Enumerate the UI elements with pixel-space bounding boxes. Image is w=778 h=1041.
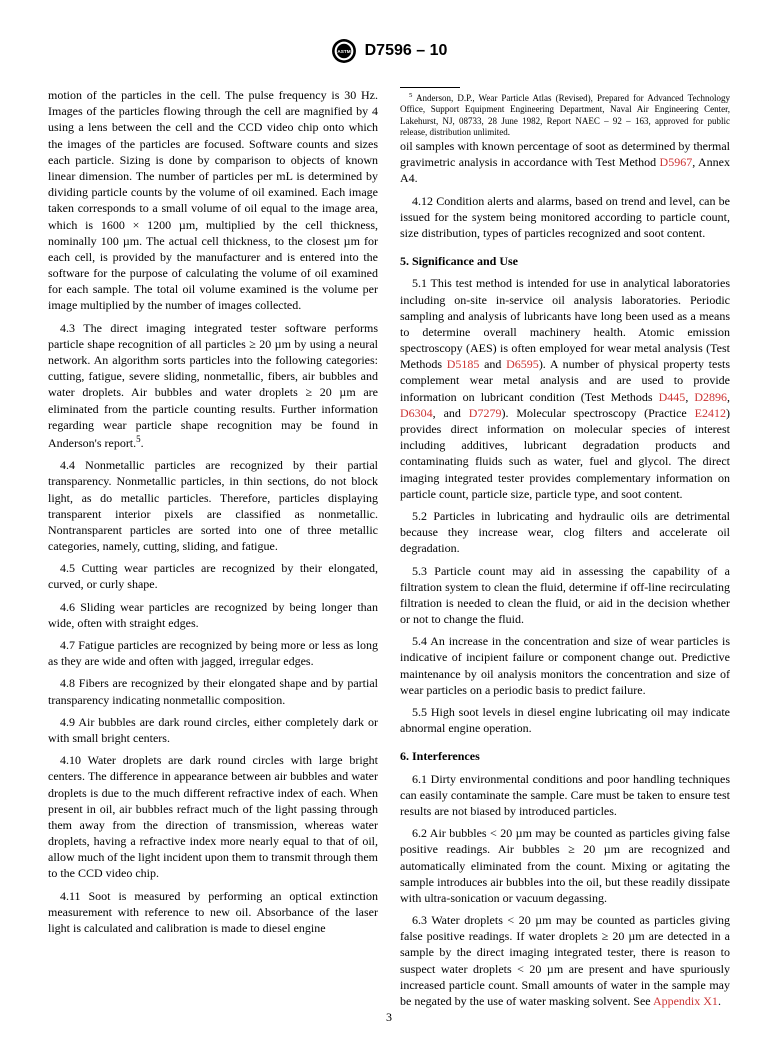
para-4-2-cont: motion of the particles in the cell. The… — [48, 87, 378, 314]
body-columns: motion of the particles in the cell. The… — [48, 87, 730, 1009]
link-d2896[interactable]: D2896 — [694, 390, 727, 404]
p51-e: , — [727, 390, 730, 404]
para-4-7: 4.7 Fatigue particles are recognized by … — [48, 637, 378, 669]
svg-text:ASTM: ASTM — [337, 49, 350, 54]
p51-h: ) provides direct information on molecul… — [400, 406, 730, 501]
p63-b: . — [718, 994, 721, 1008]
p51-d: , — [685, 390, 694, 404]
para-4-3: 4.3 The direct imaging integrated tester… — [48, 320, 378, 452]
para-4-12: 4.12 Condition alerts and alarms, based … — [400, 193, 730, 242]
para-4-5: 4.5 Cutting wear particles are recognize… — [48, 560, 378, 592]
link-d5185[interactable]: D5185 — [447, 357, 480, 371]
page-header: ASTM D7596 – 10 — [48, 38, 730, 69]
para-4-11: 4.11 Soot is measured by performing an o… — [48, 888, 378, 937]
astm-logo-icon: ASTM — [331, 38, 357, 64]
para-5-1: 5.1 This test method is intended for use… — [400, 275, 730, 502]
para-6-1: 6.1 Dirty environmental conditions and p… — [400, 771, 730, 820]
para-4-11-cont: oil samples with known percentage of soo… — [400, 138, 730, 187]
link-appendix-x1[interactable]: Appendix X1 — [653, 994, 718, 1008]
footnote-rule — [400, 87, 460, 88]
footnote-5-text: Anderson, D.P., Wear Particle Atlas (Rev… — [400, 93, 730, 137]
link-e2412[interactable]: E2412 — [695, 406, 726, 420]
para-4-3-tail: . — [141, 436, 144, 450]
link-d6595[interactable]: D6595 — [506, 357, 539, 371]
footnote-5: 5 Anderson, D.P., Wear Particle Atlas (R… — [400, 92, 730, 138]
para-5-3: 5.3 Particle count may aid in assessing … — [400, 563, 730, 628]
para-5-2: 5.2 Particles in lubricating and hydraul… — [400, 508, 730, 557]
para-5-4: 5.4 An increase in the concentration and… — [400, 633, 730, 698]
para-6-3: 6.3 Water droplets < 20 µm may be counte… — [400, 912, 730, 1009]
section-5-head: 5. Significance and Use — [400, 253, 730, 269]
para-5-5: 5.5 High soot levels in diesel engine lu… — [400, 704, 730, 736]
para-4-4: 4.4 Nonmetallic particles are recognized… — [48, 457, 378, 554]
designation-label: D7596 – 10 — [365, 42, 448, 60]
para-4-10: 4.10 Water droplets are dark round circl… — [48, 752, 378, 882]
para-4-9: 4.9 Air bubbles are dark round circles, … — [48, 714, 378, 746]
p51-b: and — [479, 357, 506, 371]
link-d5967[interactable]: D5967 — [660, 155, 693, 169]
page-number: 3 — [0, 1010, 778, 1025]
link-d445[interactable]: D445 — [659, 390, 686, 404]
section-6-head: 6. Interferences — [400, 748, 730, 764]
para-4-3-text: 4.3 The direct imaging integrated tester… — [48, 321, 378, 450]
p51-g: ). Molecular spectroscopy (Practice — [501, 406, 694, 420]
footnote-block: 5 Anderson, D.P., Wear Particle Atlas (R… — [400, 87, 730, 138]
link-d6304[interactable]: D6304 — [400, 406, 433, 420]
link-d7279[interactable]: D7279 — [469, 406, 502, 420]
para-6-2: 6.2 Air bubbles < 20 µm may be counted a… — [400, 825, 730, 906]
para-4-8: 4.8 Fibers are recognized by their elong… — [48, 675, 378, 707]
para-4-6: 4.6 Sliding wear particles are recognize… — [48, 599, 378, 631]
p51-f: , and — [433, 406, 469, 420]
page-container: ASTM D7596 – 10 motion of the particles … — [0, 0, 778, 1041]
